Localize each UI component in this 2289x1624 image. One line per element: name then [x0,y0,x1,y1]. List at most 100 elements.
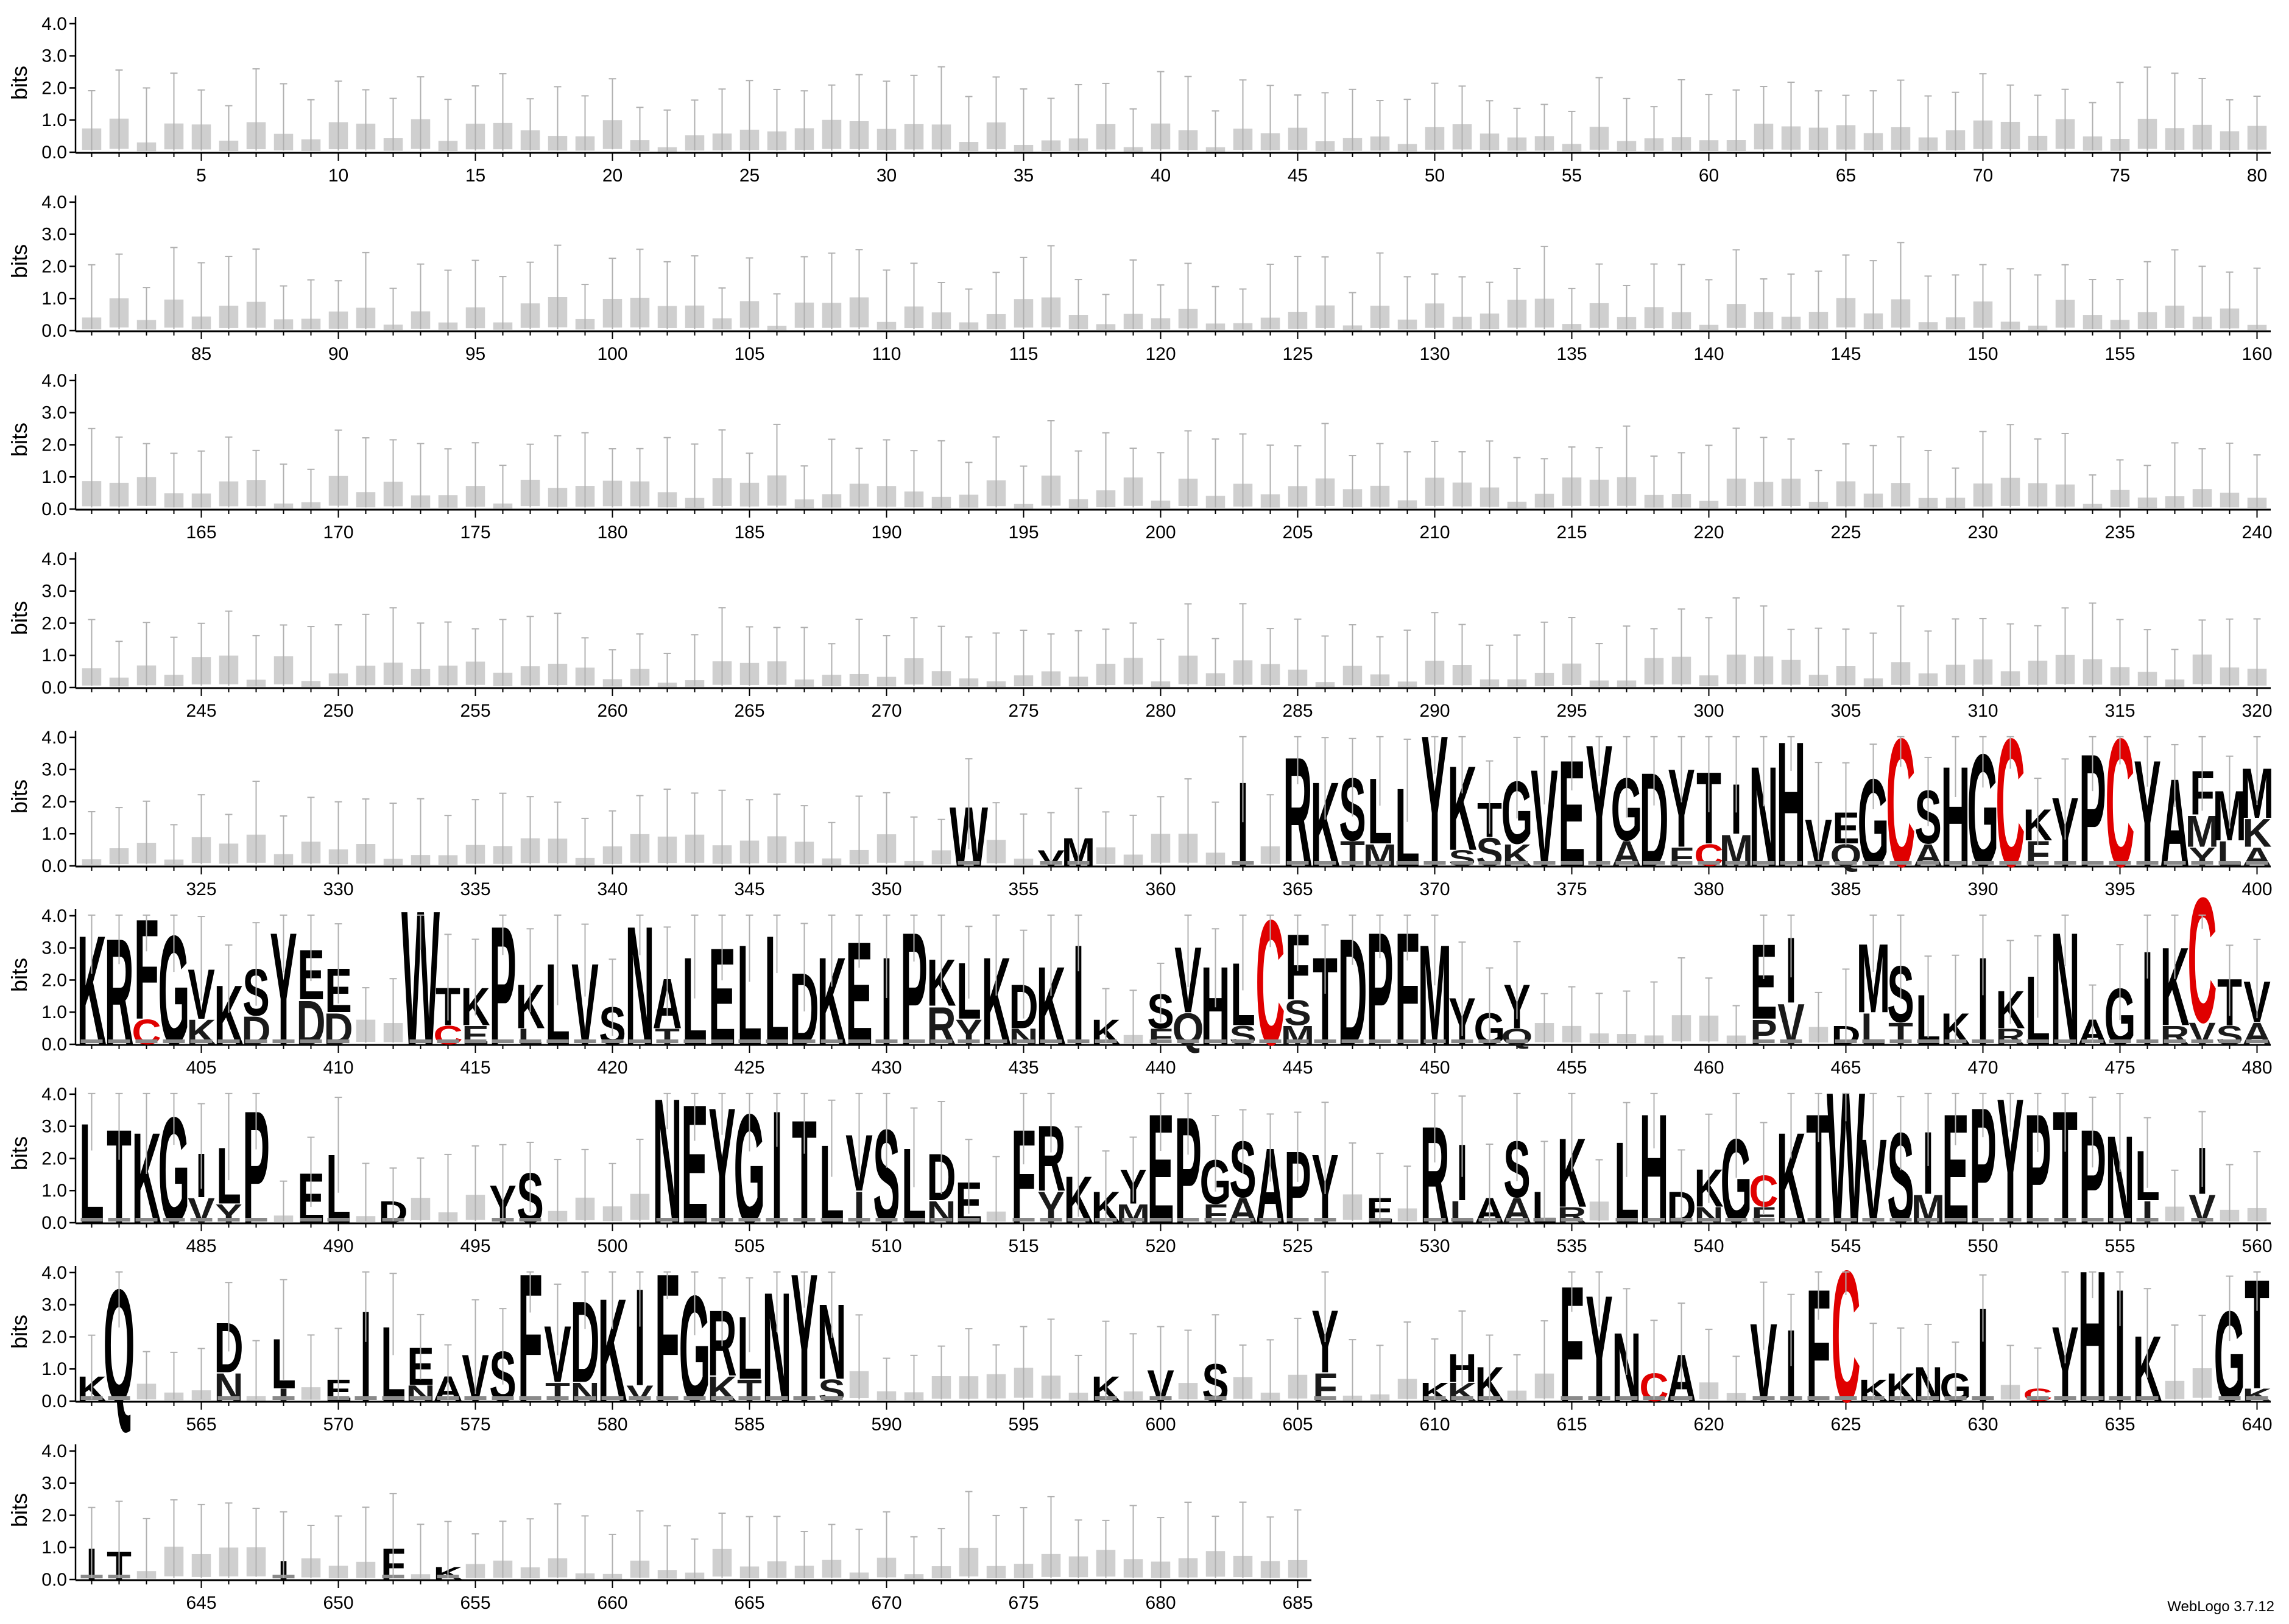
residue-370-Y: Y [1421,697,1448,906]
minor-residues [1698,861,1720,865]
residue-437-I: I [1073,915,1084,1075]
minor-residues [354,1396,377,1400]
residue-486-Y: Y [215,1198,242,1228]
minor-residues [656,1218,679,1222]
minor-residues [2246,861,2268,865]
x-tick-label: 290 [1419,701,1450,721]
y-tick-label: 0.0 [41,1570,67,1590]
minor-residues [1423,1218,1446,1222]
minor-residues [1807,1218,1830,1222]
x-tick-label: 305 [1830,701,1861,721]
x-tick-label: 520 [1145,1236,1176,1256]
y-tick-label: 4.0 [41,549,67,569]
x-tick-label: 620 [1693,1415,1724,1435]
residue-519-M: M [1116,1198,1151,1228]
y-tick-label: 1.0 [41,1181,67,1201]
residue-400-K: K [2242,811,2271,856]
x-tick-label: 545 [1830,1236,1861,1256]
residue-551-Y: Y [1997,1063,2024,1262]
residue-479-S: S [2216,1020,2243,1050]
minor-residues [217,1039,240,1043]
minor-residues [492,1396,514,1400]
residue-477-R: R [2160,1020,2189,1050]
minor-residues [1314,1218,1336,1222]
x-tick-label: 375 [1556,879,1587,899]
minor-residues [793,1396,816,1400]
minor-residues [409,1396,432,1400]
minor-residues [1725,861,1748,865]
y-tick-label: 2.0 [41,435,67,455]
minor-residues [1588,861,1610,865]
minor-residues [80,1039,103,1043]
x-tick-label: 530 [1419,1236,1450,1256]
y-axis-label: bits [7,1136,32,1170]
residue-587-Y: Y [791,1236,818,1440]
y-tick-label: 0.0 [41,856,67,876]
residue-462-P: P [1750,1013,1777,1052]
x-tick-label: 145 [1830,344,1861,364]
x-tick-label: 635 [2104,1415,2135,1435]
minor-residues [601,1396,624,1400]
y-axis-label: bits [7,1493,32,1527]
minor-residues [1478,861,1501,865]
minor-residues [793,1039,816,1043]
residue-502-N: N [652,1063,682,1262]
x-tick-label: 455 [1556,1058,1587,1078]
minor-residues [2136,1218,2159,1222]
minor-residues [492,1039,514,1043]
y-tick-label: 3.0 [41,760,67,780]
residue-403-C: C [132,1013,161,1052]
minor-residues [1423,1039,1446,1043]
x-tick-label: 270 [871,701,901,721]
y-tick-label: 3.0 [41,938,67,958]
x-tick-label: 370 [1419,879,1450,899]
residue-558-V: V [2188,1187,2216,1232]
x-tick-label: 90 [328,344,348,364]
residue-533-A: A [1502,1191,1531,1231]
minor-residues [1917,1218,1939,1222]
residue-372-S: S [1476,830,1503,875]
x-tick-label: 300 [1693,701,1724,721]
x-tick-label: 330 [323,879,353,899]
x-tick-label: 100 [597,344,627,364]
x-tick-label: 555 [2104,1236,2135,1256]
x-tick-label: 490 [323,1236,353,1256]
y-axis-label: bits [7,779,32,814]
minor-residues [1561,1218,1583,1222]
minor-residues [1615,1396,1638,1400]
y-tick-label: 4.0 [41,1084,67,1105]
x-tick-label: 265 [734,701,764,721]
minor-residues [656,1396,679,1400]
minor-residues [135,1218,158,1222]
x-tick-label: 150 [1967,344,1998,364]
minor-residues [1615,861,1638,865]
minor-residues [409,1039,432,1043]
minor-residues [519,1218,541,1222]
y-tick-label: 4.0 [41,728,67,748]
y-tick-label: 3.0 [41,225,67,245]
minor-residues [738,1218,761,1222]
residue-522-F: F [1203,1198,1228,1228]
minor-residues [930,1218,953,1222]
minor-residues [930,1039,953,1043]
minor-residues [437,1039,459,1043]
x-tick-label: 365 [1282,879,1313,899]
x-tick-label: 535 [1556,1236,1587,1256]
minor-residues [1040,1039,1062,1043]
x-tick-label: 75 [2110,166,2130,186]
residue-640-K: K [2242,1385,2271,1405]
x-tick-label: 45 [1288,166,1308,186]
x-tick-label: 230 [1967,522,1998,543]
residue-466-L: L [1861,1004,1886,1054]
x-tick-label: 320 [2241,701,2272,721]
x-tick-label: 400 [2241,879,2272,899]
x-tick-label: 515 [1008,1236,1039,1256]
minor-residues [1067,1039,1090,1043]
x-tick-label: 350 [871,879,901,899]
y-tick-label: 0.0 [41,1213,67,1233]
residue-388-A: A [1913,837,1942,873]
y-tick-label: 3.0 [41,1117,67,1137]
y-tick-label: 2.0 [41,613,67,633]
minor-residues [135,1039,158,1043]
